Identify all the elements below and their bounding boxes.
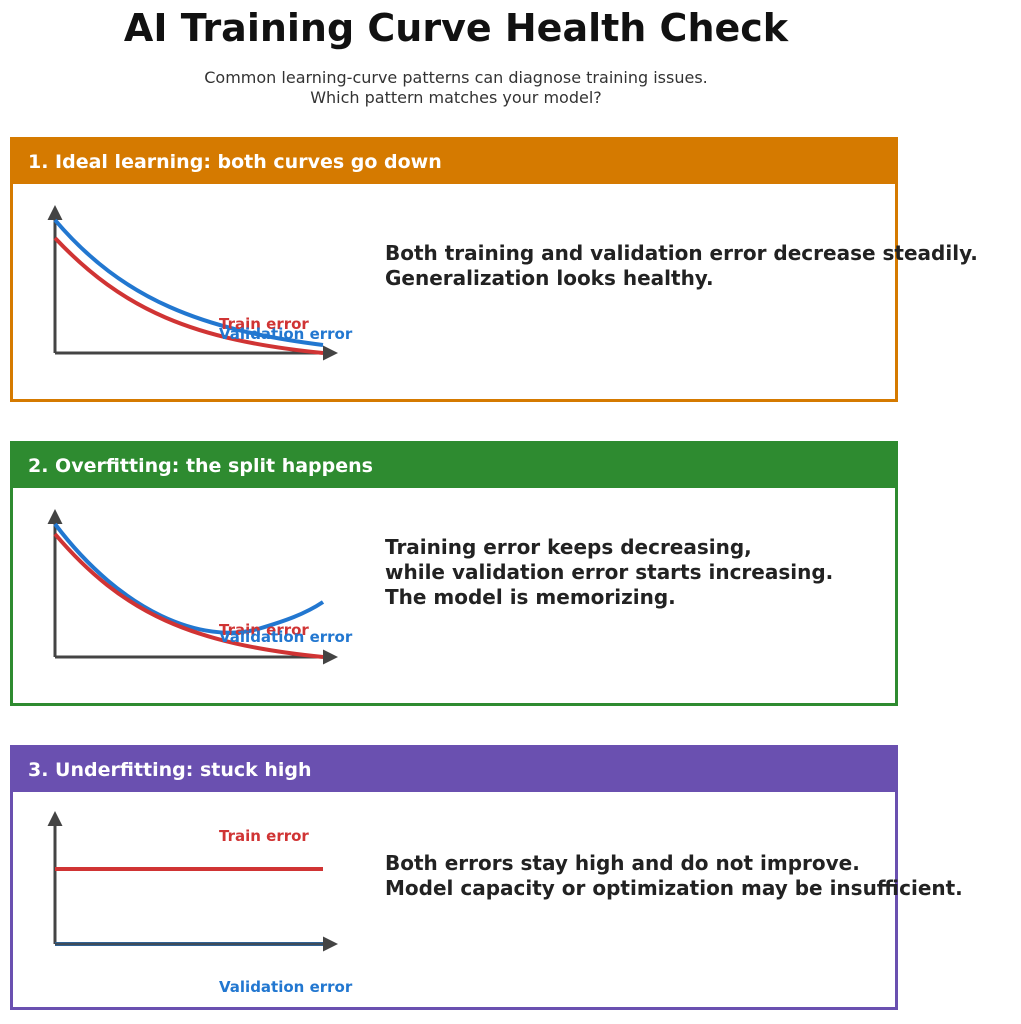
description-line-1: Both errors stay high and do not improve… <box>385 851 860 875</box>
subtitle-line-2: Which pattern matches your model? <box>310 88 602 107</box>
subtitle-line-1: Common learning-curve patterns can diagn… <box>204 68 708 87</box>
description-line-2: Generalization looks healthy. <box>385 266 714 290</box>
panel-description: Both errors stay high and do not improve… <box>385 851 963 901</box>
description-line-2: Model capacity or optimization may be in… <box>385 876 963 900</box>
train-error-curve <box>53 236 324 355</box>
validation-error-label: Validation error <box>219 978 353 996</box>
panel-header: 3. Underfitting: stuck high <box>13 748 895 792</box>
train-error-curve <box>53 532 324 659</box>
page-subtitle: Common learning-curve patterns can diagn… <box>0 68 912 108</box>
panel-underfitting: 3. Underfitting: stuck high Train error … <box>10 745 963 1010</box>
train-error-label: Train error <box>219 827 309 845</box>
validation-error-curve <box>53 218 324 347</box>
description-line-1: Both training and validation error decre… <box>385 241 978 265</box>
validation-error-curve <box>53 522 325 635</box>
validation-error-label: Validation error <box>219 628 353 646</box>
page-title: AI Training Curve Health Check <box>123 6 789 50</box>
description-line-2: while validation error starts increasing… <box>385 560 834 584</box>
description-line-3: The model is memorizing. <box>385 585 676 609</box>
panel-header: 2. Overfitting: the split happens <box>13 444 895 488</box>
panel-overfitting: 2. Overfitting: the split happens Train … <box>10 441 898 706</box>
panel-description: Both training and validation error decre… <box>385 241 978 291</box>
train-error-label: Train error <box>219 621 309 639</box>
train-error-label: Train error <box>219 315 309 333</box>
validation-error-label: Validation error <box>219 325 353 343</box>
learning-curve-chart: Train error Validation error <box>47 205 353 361</box>
learning-curve-chart: Train error Validation error <box>47 811 353 996</box>
panel-ideal-learning: 1. Ideal learning: both curves go down T… <box>10 137 978 402</box>
panel-description: Training error keeps decreasing, while v… <box>385 535 833 610</box>
description-line-1: Training error keeps decreasing, <box>385 535 752 559</box>
panel-header: 1. Ideal learning: both curves go down <box>13 140 895 184</box>
learning-curve-chart: Train error Validation error <box>47 509 353 665</box>
